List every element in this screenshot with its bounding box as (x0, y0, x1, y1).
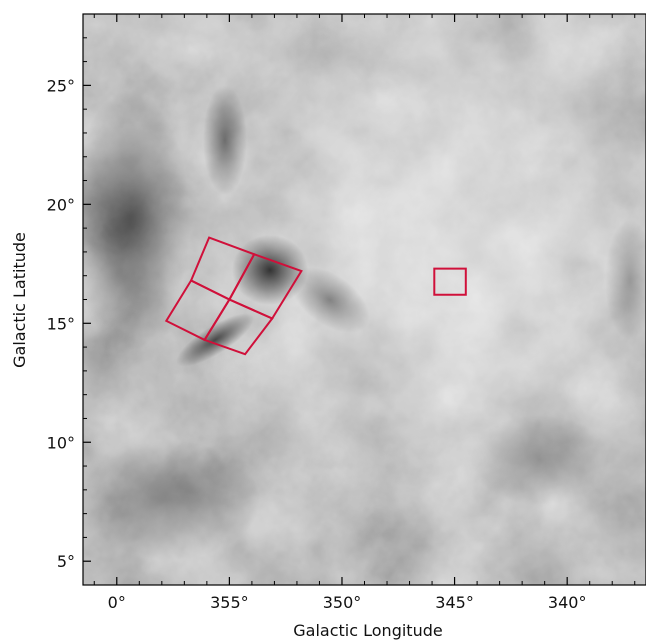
y-tick-label: 10° (47, 433, 75, 452)
observation-field-field-4 (203, 298, 274, 356)
y-tick-label: 5° (57, 552, 75, 571)
x-tick-label: 340° (548, 593, 587, 612)
observation-field-field-5 (433, 267, 467, 296)
x-axis-title: Galactic Longitude (293, 621, 442, 640)
x-tick-label: 345° (435, 593, 474, 612)
x-tick-label: 0° (108, 593, 126, 612)
axis-ticks: 0° 355° 350° 345° 340° 5° 10° 15° 20° 25° (47, 13, 636, 612)
y-tick-label: 15° (47, 314, 75, 333)
y-tick-label: 25° (47, 76, 75, 95)
x-tick-label: 355° (210, 593, 249, 612)
observation-fields (164, 236, 467, 356)
sky-image (83, 14, 646, 585)
y-tick-label: 20° (47, 195, 75, 214)
x-tick-label: 350° (323, 593, 362, 612)
y-axis-title: Galactic Latitude (10, 232, 29, 368)
